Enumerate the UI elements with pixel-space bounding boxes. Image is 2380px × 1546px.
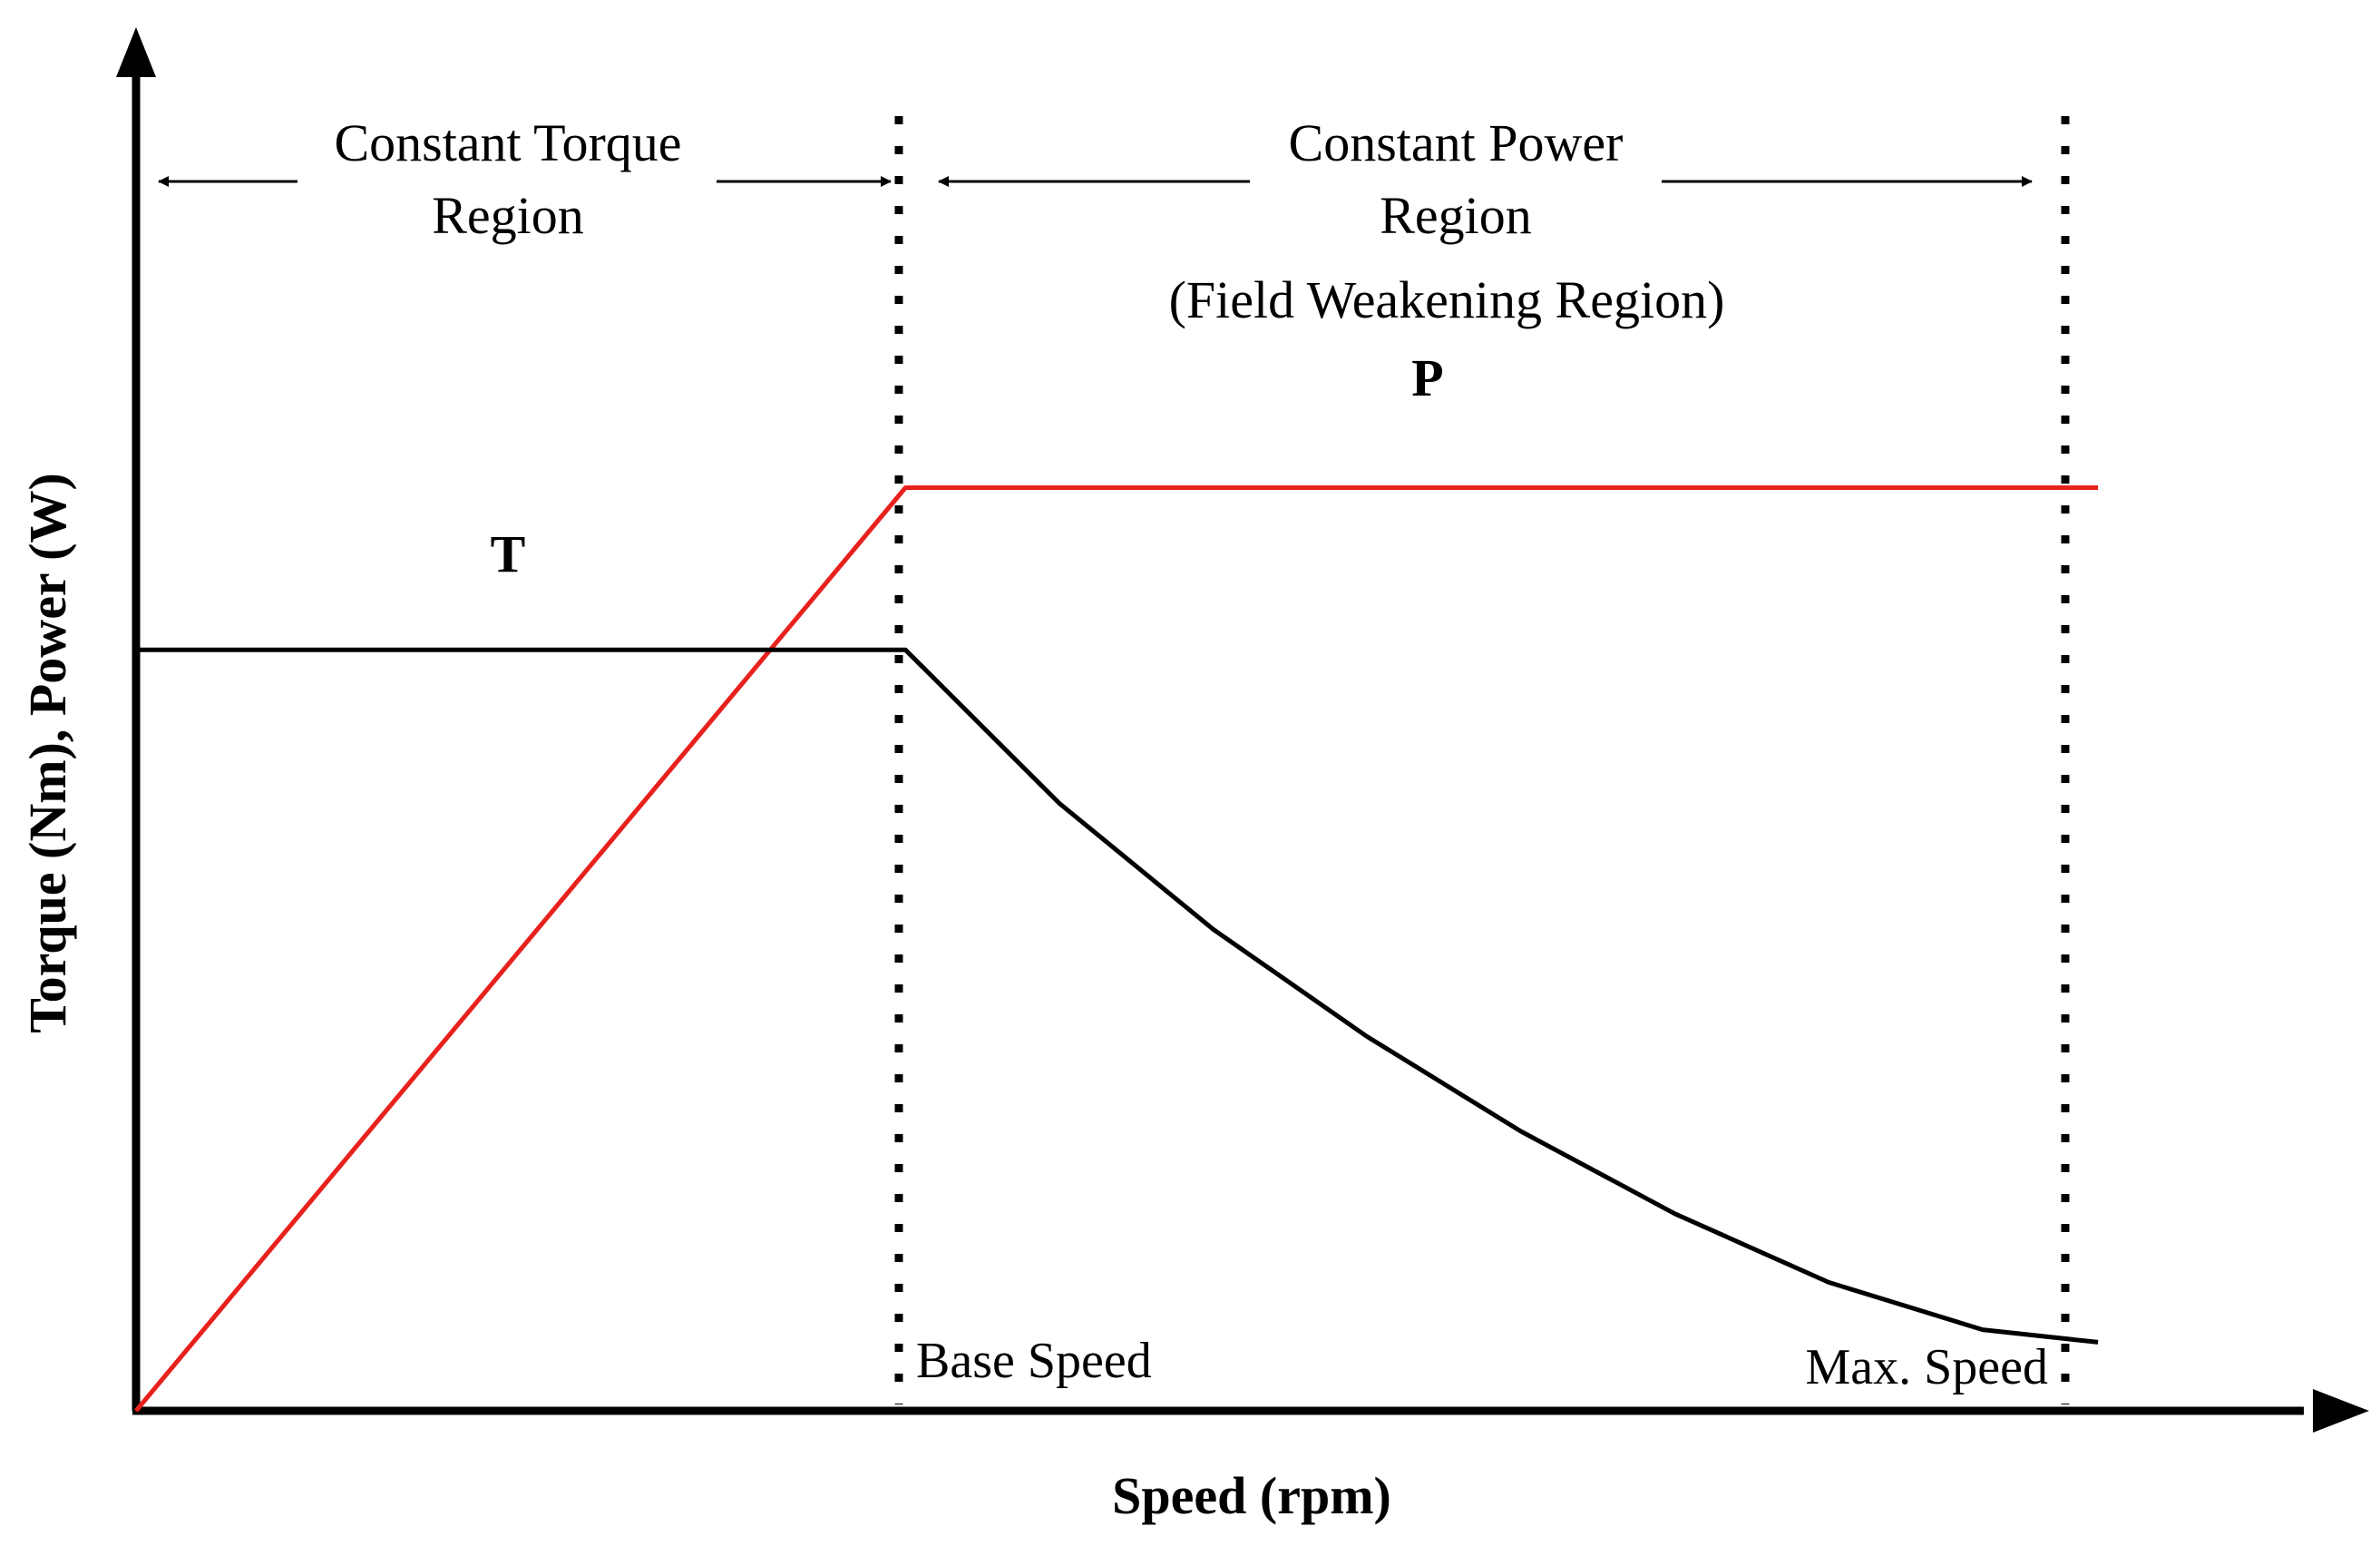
- power-curve: [134, 485, 2099, 1413]
- y-axis-title: Torque (Nm), Power (W): [18, 473, 77, 1033]
- max-speed-label: Max. Speed: [1805, 1339, 2048, 1395]
- x-axis-arrowhead: [2313, 1389, 2369, 1433]
- constant-power-label-line3: (Field Weakening Region): [1169, 270, 1725, 329]
- base-speed-label: Base Speed: [916, 1333, 1152, 1389]
- power-curve-label: P: [1411, 348, 1443, 407]
- constant-torque-label-line1: Constant Torque: [334, 113, 681, 172]
- constant-power-label-line1: Constant Power: [1289, 113, 1624, 172]
- torque-curve: [136, 647, 2099, 1345]
- constant-power-label-line2: Region: [1380, 186, 1532, 245]
- x-axis-title: Speed (rpm): [1112, 1466, 1391, 1525]
- torque-curve-label: T: [491, 524, 526, 583]
- constant-torque-label-line2: Region: [432, 186, 584, 245]
- y-axis-arrowhead: [116, 27, 156, 77]
